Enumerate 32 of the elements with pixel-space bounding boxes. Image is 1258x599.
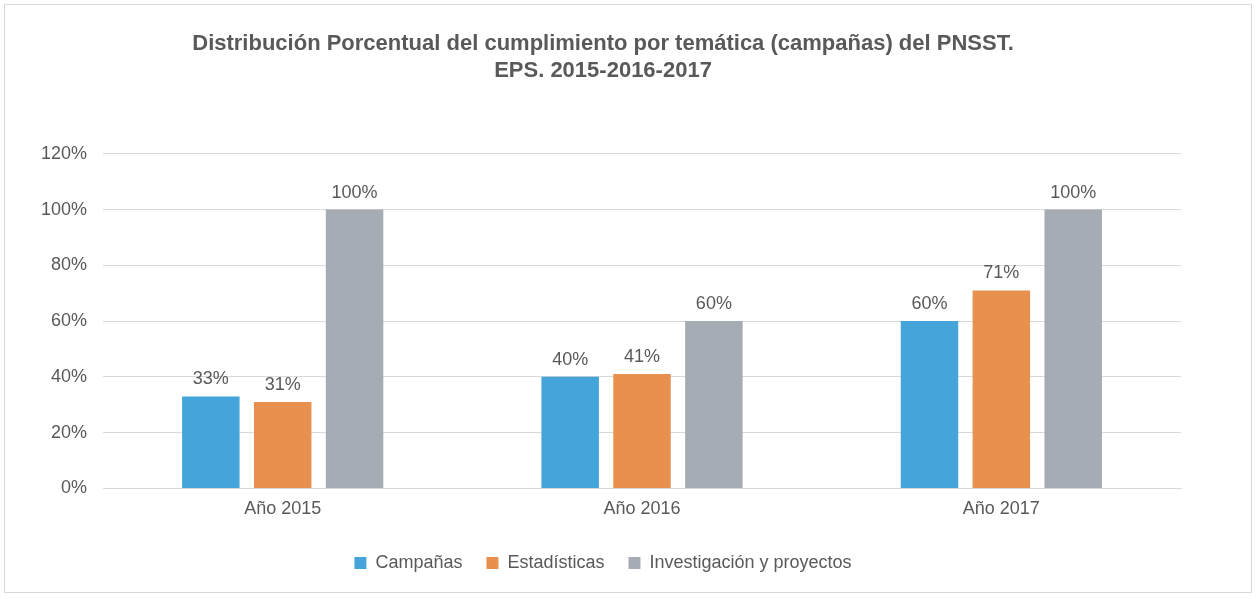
y-tick-label: 100%: [40, 198, 88, 219]
y-tick-label: 40%: [51, 365, 88, 386]
data-label: 100%: [1050, 181, 1097, 202]
data-label: 31%: [264, 373, 301, 394]
bar: [325, 209, 384, 488]
data-label: 41%: [624, 346, 661, 367]
bar: [972, 290, 1031, 488]
bar: [685, 321, 743, 488]
x-tick-label: Año 2015: [244, 498, 322, 519]
bar: [182, 396, 240, 488]
chart-title: Distribución Porcentual del cumplimiento por temática (campañas) del PNSST. EPS. 2015-2016-2017: [192, 30, 1014, 82]
bar: [541, 376, 599, 488]
legend-label: Investigación y proyectos: [649, 551, 852, 572]
data-label: 71%: [983, 262, 1020, 283]
data-label: 40%: [552, 348, 589, 369]
data-label: 100%: [331, 181, 378, 202]
bar: [1044, 209, 1102, 488]
bar: [613, 374, 671, 488]
bar: [900, 321, 959, 488]
x-tick-label: Año 2016: [603, 498, 681, 519]
y-tick-label: 20%: [51, 421, 88, 442]
data-label: 60%: [911, 293, 948, 314]
data-label: 60%: [695, 293, 732, 314]
y-tick-label: 60%: [51, 310, 88, 331]
bar: [253, 401, 312, 488]
legend-label: Estadísticas: [507, 551, 605, 572]
legend-label: Campañas: [375, 551, 463, 572]
x-tick-label: Año 2017: [962, 498, 1040, 519]
data-label: 33%: [192, 368, 229, 389]
y-tick-label: 0%: [61, 477, 88, 498]
y-tick-label: 120%: [40, 142, 88, 163]
y-tick-label: 80%: [51, 254, 88, 275]
